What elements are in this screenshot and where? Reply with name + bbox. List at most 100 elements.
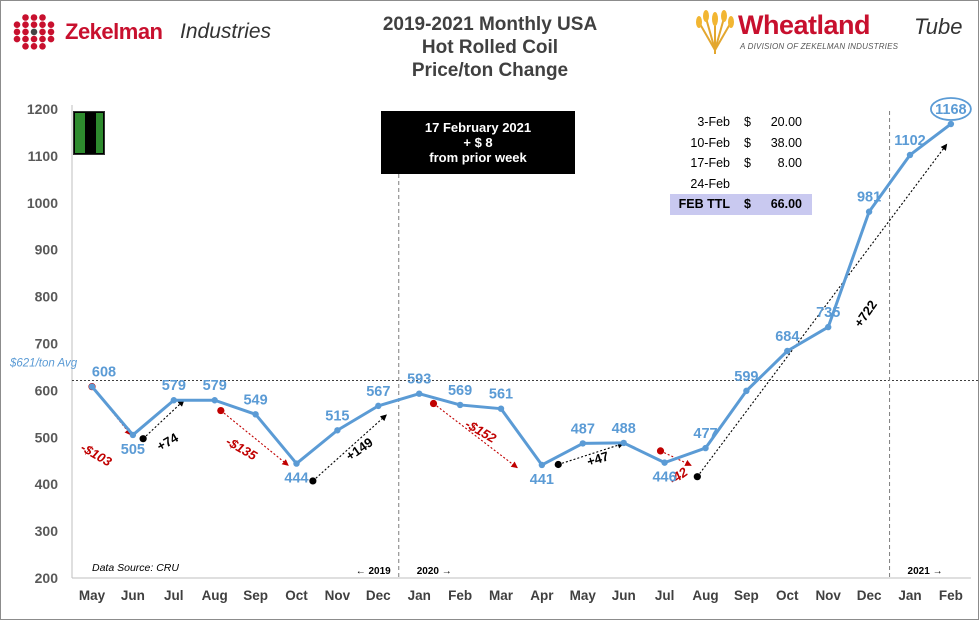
value-label: 981 <box>857 190 881 206</box>
year-label: 2021 → <box>908 566 943 577</box>
price-point <box>702 444 709 452</box>
x-tick-label: Oct <box>285 588 308 603</box>
price-series-line <box>90 122 952 467</box>
change-arrow <box>142 399 185 440</box>
x-tick-label: May <box>570 588 597 603</box>
x-tick-label: Nov <box>325 588 351 603</box>
x-tick-label: Oct <box>776 588 799 603</box>
change-start-dot <box>554 460 562 469</box>
x-tick-label: Jul <box>164 588 184 603</box>
wheatland-logo-tagline: A DIVISION OF ZEKELMAN INDUSTRIES <box>740 42 899 51</box>
weekly-currency: $ <box>744 135 751 150</box>
weekly-date: 17-Feb <box>690 156 730 170</box>
change-label: +74 <box>154 429 181 453</box>
status-indicator <box>73 111 105 155</box>
y-tick-label: 800 <box>35 289 59 305</box>
change-label: -$135 <box>223 434 260 464</box>
price-point <box>538 461 546 469</box>
price-point <box>129 431 137 439</box>
price-point <box>865 208 873 215</box>
value-label: 505 <box>121 442 145 458</box>
price-point <box>211 397 218 404</box>
x-tick-label: Dec <box>857 588 882 603</box>
value-label: 487 <box>571 421 595 437</box>
value-label: 515 <box>325 408 349 424</box>
value-label: 684 <box>775 329 799 345</box>
x-tick-label: Sep <box>734 588 759 603</box>
weekly-row: 3-Feb $ 20.00 <box>670 112 812 133</box>
value-label: 599 <box>734 369 758 385</box>
y-tick-label: 900 <box>35 242 59 258</box>
zekelman-logo-bold: Zekelman <box>65 19 163 44</box>
zekelman-logo-italic: Industries <box>180 20 272 43</box>
change-label: +722 <box>851 297 880 330</box>
value-label: 549 <box>243 392 267 408</box>
wheat-icon <box>696 10 734 54</box>
weekly-row: 17-Feb $ 8.00 <box>670 153 812 174</box>
value-label: 444 <box>284 471 308 487</box>
weekly-total-amount: 66.00 <box>770 197 802 211</box>
change-start-dot <box>656 447 665 455</box>
data-source-label: Data Source: CRU <box>92 562 179 574</box>
y-tick-label: 300 <box>35 523 59 539</box>
price-point <box>456 401 464 409</box>
price-point <box>416 390 423 397</box>
y-tick-label: 600 <box>35 382 59 398</box>
price-point <box>579 440 586 447</box>
value-label: 446 <box>652 470 676 486</box>
value-label: 1102 <box>894 133 925 149</box>
change-arrow <box>312 414 387 482</box>
value-label: 441 <box>530 472 554 488</box>
value-label: 569 <box>448 383 472 399</box>
change-start-dot <box>217 406 225 415</box>
change-arrow <box>696 143 948 478</box>
price-point <box>375 402 382 410</box>
price-point <box>252 411 259 418</box>
weekly-total-row: FEB TTL $ 66.00 <box>670 194 812 215</box>
weekly-total-label: FEB TTL <box>678 197 730 211</box>
x-tick-label: Dec <box>366 588 391 603</box>
change-label: -$152 <box>463 416 500 446</box>
weekly-currency: $ <box>744 156 751 170</box>
x-tick-label: Jan <box>898 588 921 603</box>
change-start-dot <box>309 477 317 485</box>
zekelman-dots-icon <box>13 14 55 50</box>
x-tick-label: Sep <box>243 588 268 603</box>
x-tick-label: Apr <box>530 588 554 603</box>
change-start-dot <box>429 399 438 408</box>
change-arrow <box>558 442 625 466</box>
highlight-ring <box>930 97 972 121</box>
y-tick-label: 500 <box>35 429 59 445</box>
change-label: -$103 <box>78 440 115 470</box>
x-tick-label: Mar <box>489 588 514 603</box>
y-tick-label: 1000 <box>27 195 58 211</box>
value-label: 735 <box>816 305 840 321</box>
weekly-date: 24-Feb <box>690 176 730 191</box>
weekly-amount: 38.00 <box>770 135 802 150</box>
price-point <box>88 383 96 390</box>
change-start-dot <box>139 435 147 443</box>
change-label: +149 <box>343 435 376 464</box>
price-point <box>170 397 177 404</box>
price-point <box>906 151 914 159</box>
price-point <box>825 323 832 331</box>
weekly-amount: 8.00 <box>777 156 802 170</box>
wheatland-logo-tube: Tube <box>914 14 963 39</box>
weekly-row: 10-Feb $ 38.00 <box>670 133 812 154</box>
year-label: 2020 → <box>417 566 452 577</box>
notice-date: 17 February 2021 <box>424 120 532 135</box>
notice-change: + $ 8 <box>463 135 493 150</box>
value-label: 579 <box>203 378 227 394</box>
price-point <box>334 427 341 434</box>
y-tick-label: 200 <box>35 570 59 586</box>
wheatland-logo: Wheatland Tube A DIVISION OF ZEKELMAN IN… <box>694 10 969 56</box>
x-tick-label: Feb <box>448 588 472 603</box>
y-tick-label: 1100 <box>28 148 59 164</box>
weekly-amount: 20.00 <box>770 115 802 129</box>
price-point <box>497 405 505 412</box>
x-tick-label: Jun <box>121 588 145 603</box>
price-point <box>784 347 791 355</box>
chart-title-line-1: 2019-2021 Monthly USA <box>382 14 598 35</box>
value-label: 593 <box>407 372 431 388</box>
y-tick-label: 1200 <box>27 101 58 117</box>
